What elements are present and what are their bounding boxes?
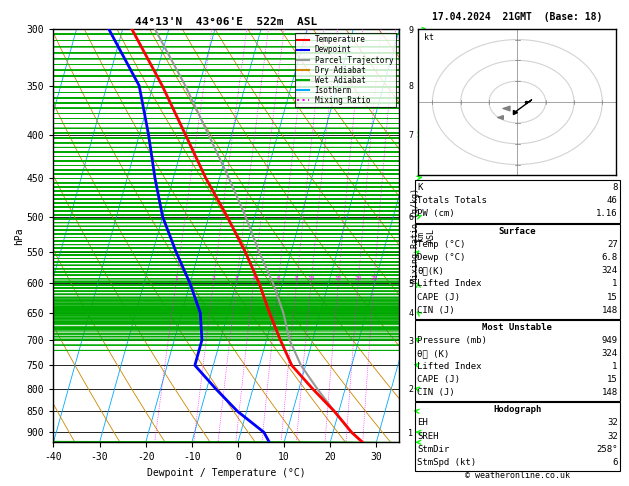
Text: 25: 25: [370, 276, 377, 281]
Text: 6: 6: [276, 276, 280, 281]
Text: 27: 27: [607, 240, 618, 249]
Text: 949: 949: [601, 336, 618, 345]
Text: Pressure (mb): Pressure (mb): [417, 336, 487, 345]
Text: θᴇ (K): θᴇ (K): [417, 349, 449, 358]
Text: 10: 10: [307, 276, 314, 281]
Text: EH: EH: [417, 418, 428, 428]
Text: 8: 8: [294, 276, 298, 281]
Text: 17.04.2024  21GMT  (Base: 18): 17.04.2024 21GMT (Base: 18): [432, 12, 603, 22]
Y-axis label: km
ASL: km ASL: [416, 228, 436, 243]
Text: θᴇ(K): θᴇ(K): [417, 266, 444, 276]
Title: 44°13'N  43°06'E  522m  ASL: 44°13'N 43°06'E 522m ASL: [135, 17, 318, 27]
Text: StmSpd (kt): StmSpd (kt): [417, 458, 476, 467]
Text: 148: 148: [601, 388, 618, 398]
Text: PW (cm): PW (cm): [417, 209, 455, 218]
Text: 2: 2: [211, 276, 215, 281]
X-axis label: Dewpoint / Temperature (°C): Dewpoint / Temperature (°C): [147, 468, 306, 478]
Text: 6: 6: [612, 458, 618, 467]
Text: Lifted Index: Lifted Index: [417, 362, 482, 371]
Text: CAPE (J): CAPE (J): [417, 375, 460, 384]
Text: 8: 8: [612, 183, 618, 192]
Text: CIN (J): CIN (J): [417, 388, 455, 398]
Text: Most Unstable: Most Unstable: [482, 323, 552, 332]
Text: Lifted Index: Lifted Index: [417, 279, 482, 289]
Text: 324: 324: [601, 349, 618, 358]
Text: 1: 1: [612, 362, 618, 371]
Text: 3: 3: [235, 276, 238, 281]
Text: 20: 20: [354, 276, 362, 281]
Text: kt: kt: [424, 33, 434, 42]
Text: 1.16: 1.16: [596, 209, 618, 218]
Text: SREH: SREH: [417, 432, 438, 441]
Text: Surface: Surface: [499, 227, 536, 236]
Text: © weatheronline.co.uk: © weatheronline.co.uk: [465, 471, 570, 480]
Text: Temp (°C): Temp (°C): [417, 240, 465, 249]
Text: Mixing Ratio (g/kg): Mixing Ratio (g/kg): [411, 188, 420, 283]
Text: 15: 15: [607, 375, 618, 384]
Text: Totals Totals: Totals Totals: [417, 196, 487, 205]
Text: 324: 324: [601, 266, 618, 276]
Y-axis label: hPa: hPa: [14, 227, 24, 244]
Text: 15: 15: [607, 293, 618, 302]
Text: 6.8: 6.8: [601, 253, 618, 262]
Text: Dewp (°C): Dewp (°C): [417, 253, 465, 262]
Text: 148: 148: [601, 306, 618, 315]
Text: CAPE (J): CAPE (J): [417, 293, 460, 302]
Text: 4: 4: [252, 276, 255, 281]
Text: 1: 1: [174, 276, 178, 281]
Text: 1: 1: [612, 279, 618, 289]
Text: K: K: [417, 183, 423, 192]
Text: CIN (J): CIN (J): [417, 306, 455, 315]
Text: 32: 32: [607, 432, 618, 441]
Legend: Temperature, Dewpoint, Parcel Trajectory, Dry Adiabat, Wet Adiabat, Isotherm, Mi: Temperature, Dewpoint, Parcel Trajectory…: [295, 33, 396, 107]
Text: 258°: 258°: [596, 445, 618, 454]
Text: StmDir: StmDir: [417, 445, 449, 454]
Text: 15: 15: [335, 276, 342, 281]
Text: 46: 46: [607, 196, 618, 205]
Text: 32: 32: [607, 418, 618, 428]
Text: Hodograph: Hodograph: [493, 405, 542, 415]
